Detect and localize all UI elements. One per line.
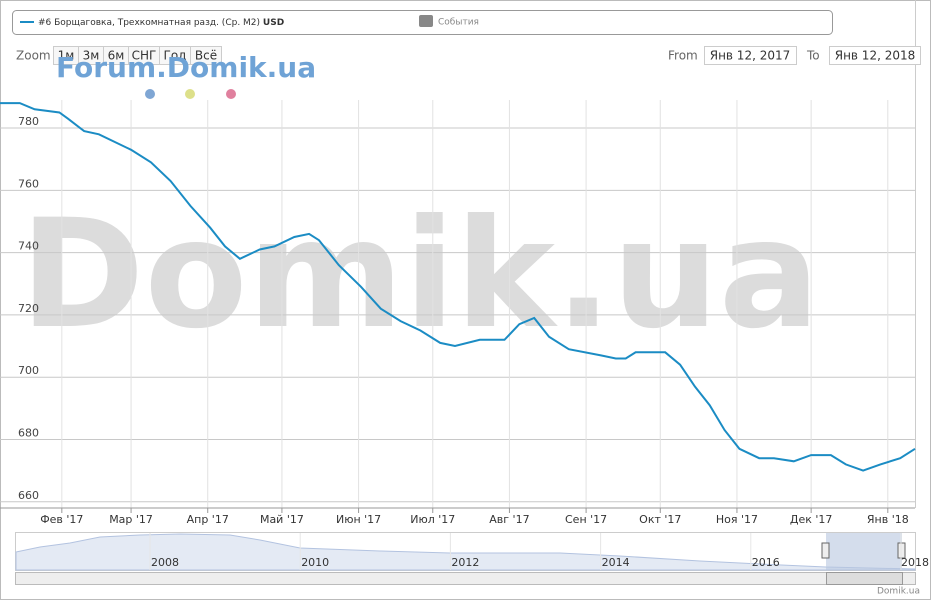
- plot: 660 680 700 720 740 760 780 Фев '17 Мар '17 Апр '…: [0, 0, 916, 526]
- x-tick-label: Фев '17: [40, 513, 83, 526]
- watermark: Domik.ua: [20, 188, 820, 362]
- y-tick-label: 780: [18, 115, 39, 128]
- y-tick-label: 700: [18, 364, 39, 377]
- from-input[interactable]: [704, 46, 797, 65]
- x-tick-label: Июн '17: [336, 513, 381, 526]
- zoom-button-label: СНГ: [132, 49, 157, 63]
- navigator-year: 2018: [901, 556, 929, 569]
- x-tick-label: Июл '17: [410, 513, 455, 526]
- legend-unit: USD: [263, 18, 284, 28]
- navigator-year: 2012: [451, 556, 479, 569]
- navigator-year: 2016: [752, 556, 780, 569]
- x-tick-label: Апр '17: [187, 513, 229, 526]
- legend-item[interactable]: #6 Борщаговка, Трехкомнатная разд. (Ср. …: [38, 18, 284, 28]
- y-tick-label: 720: [18, 302, 39, 315]
- x-tick-label: Дек '17: [790, 513, 833, 526]
- dot: [226, 89, 236, 99]
- zoom-button-label: 1м: [58, 49, 75, 63]
- zoom-button-label: Всё: [195, 49, 217, 63]
- navigator-year: 2014: [602, 556, 630, 569]
- navigator-years: 2008 2010 2012 2014 2016 2018: [149, 533, 929, 570]
- scrollbar-thumb[interactable]: [826, 572, 903, 585]
- x-tick-label: Янв '18: [867, 513, 909, 526]
- zoom-button-label: 6м: [108, 49, 125, 63]
- zoom-button-label: Год: [164, 49, 187, 63]
- credit[interactable]: Domik.ua: [877, 587, 920, 597]
- navigator-year: 2008: [151, 556, 179, 569]
- y-tick-label: 680: [18, 426, 39, 439]
- y-tick-label: 760: [18, 177, 39, 190]
- x-tick-label: Авг '17: [489, 513, 529, 526]
- series-line: [0, 102, 916, 472]
- dot: [145, 89, 155, 99]
- events-swatch: [419, 15, 433, 27]
- x-tick-label: Мар '17: [109, 513, 153, 526]
- scrollbar[interactable]: [15, 572, 916, 585]
- to-input[interactable]: [829, 46, 921, 65]
- x-tick-label: Сен '17: [565, 513, 607, 526]
- legend-events[interactable]: События: [438, 18, 479, 28]
- x-tick-label: Ноя '17: [716, 513, 758, 526]
- zoom-buttons: 1м 3м 6м СНГ Год Всё: [53, 46, 222, 65]
- zoom-button[interactable]: [190, 46, 222, 65]
- navigator: 2008 2010 2012 2014 2016 2018: [15, 532, 929, 585]
- y-tick-label: 660: [18, 489, 39, 502]
- navigator-handle[interactable]: [821, 542, 830, 559]
- y-tick-label: 740: [18, 240, 39, 253]
- zoom-button-label: 3м: [83, 49, 100, 63]
- from-label: From: [668, 49, 698, 63]
- watermark: Forum.Domik.ua: [56, 51, 316, 84]
- x-tick-label: Окт '17: [639, 513, 681, 526]
- dot: [185, 89, 195, 99]
- legend-name: #6 Борщаговка, Трехкомнатная разд. (Ср. …: [38, 18, 260, 28]
- x-tick-label: Май '17: [260, 513, 304, 526]
- navigator-selection[interactable]: [826, 533, 902, 570]
- to-label: To: [806, 49, 820, 63]
- to-value: Янв 12, 2018: [835, 49, 916, 63]
- zoom-label: Zoom: [16, 49, 51, 63]
- from-value: Янв 12, 2017: [710, 49, 791, 63]
- navigator-year: 2010: [301, 556, 329, 569]
